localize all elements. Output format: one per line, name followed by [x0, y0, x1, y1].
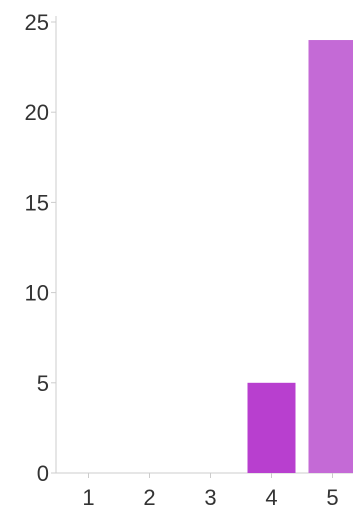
y-tick-label: 20	[25, 100, 49, 125]
x-tick-label: 2	[143, 485, 155, 510]
y-tick-label: 5	[37, 371, 49, 396]
bar-4	[248, 383, 296, 473]
y-tick-label: 10	[25, 281, 49, 306]
x-axis: 1 2 3 4 5	[56, 473, 353, 510]
x-tick-label: 3	[204, 485, 216, 510]
x-tick-label: 1	[82, 485, 94, 510]
y-tick-label: 15	[25, 190, 49, 215]
bar-5	[309, 40, 353, 473]
bars	[248, 40, 353, 473]
y-axis: 0 5 10 15 20 25	[25, 10, 56, 486]
y-tick-label: 0	[37, 461, 49, 486]
x-tick-label: 4	[265, 485, 277, 510]
y-tick-label: 25	[25, 10, 49, 35]
x-tick-label: 5	[326, 485, 338, 510]
